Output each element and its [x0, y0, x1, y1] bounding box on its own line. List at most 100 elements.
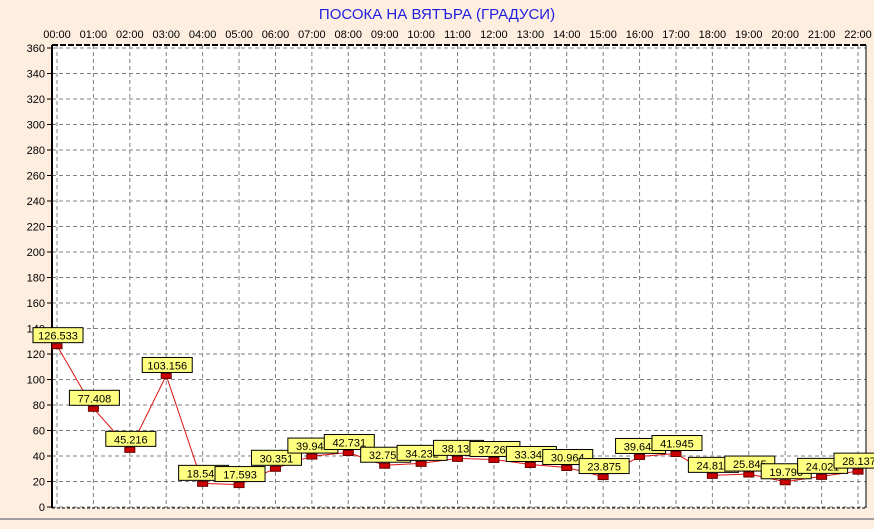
data-label: 42.731 [332, 438, 366, 450]
data-label: 19.795 [769, 467, 803, 479]
data-label-box [651, 435, 703, 452]
data-label-box [578, 458, 630, 475]
data-label-box [833, 452, 874, 469]
data-label: 41.945 [660, 439, 694, 451]
data-point [160, 372, 172, 379]
x-tick-label: 00:00 [43, 29, 71, 41]
x-tick-label: 03:00 [152, 29, 180, 41]
data-label: 39.646 [624, 441, 658, 453]
data-label: 38.138 [442, 443, 476, 455]
x-tick-label: 08:00 [335, 29, 363, 41]
x-tick-label: 02:00 [116, 29, 144, 41]
y-tick-label: 40 [33, 451, 45, 463]
y-tick-label: 100 [27, 375, 45, 387]
data-label: 32.757 [369, 450, 403, 462]
data-point [597, 474, 609, 481]
data-point [706, 472, 718, 479]
data-point [743, 471, 755, 478]
x-tick-label: 10:00 [407, 29, 435, 41]
x-tick-label: 21:00 [808, 29, 836, 41]
data-point [670, 451, 682, 458]
x-tick-label: 09:00 [371, 29, 399, 41]
data-point [306, 453, 318, 460]
data-label-box [214, 466, 266, 483]
data-label-box [141, 356, 193, 373]
data-label-box [32, 327, 84, 344]
y-tick-label: 360 [27, 43, 45, 55]
y-tick-label: 200 [27, 247, 45, 259]
data-label: 30.351 [260, 453, 294, 465]
data-point [779, 479, 791, 486]
x-tick-label: 14:00 [553, 29, 581, 41]
x-tick-label: 12:00 [480, 29, 508, 41]
data-label: 30.964 [551, 453, 585, 465]
data-point [87, 405, 99, 412]
data-label: 23.875 [587, 462, 621, 474]
data-label: 24.021 [806, 461, 840, 473]
data-label: 103.156 [147, 360, 187, 372]
data-point [852, 468, 864, 475]
x-tick-label: 17:00 [662, 29, 690, 41]
data-point [524, 461, 536, 468]
y-tick-label: 80 [33, 400, 45, 412]
x-tick-label: 06:00 [262, 29, 290, 41]
data-point [561, 465, 573, 472]
y-tick-label: 300 [27, 120, 45, 132]
x-tick-label: 11:00 [444, 29, 471, 41]
data-point [379, 462, 391, 469]
data-point [342, 450, 354, 457]
y-tick-label: 160 [27, 298, 45, 310]
data-label: 24.818 [697, 460, 731, 472]
x-tick-label: 07:00 [298, 29, 326, 41]
y-tick-label: 0 [39, 502, 45, 514]
data-point [233, 482, 245, 489]
y-tick-label: 320 [27, 94, 45, 106]
y-tick-label: 120 [27, 349, 45, 361]
y-tick-label: 240 [27, 196, 45, 208]
data-label: 37.269 [478, 444, 512, 456]
data-point [124, 446, 136, 453]
x-tick-label: 15:00 [589, 29, 617, 41]
data-label: 34.232 [405, 448, 439, 460]
data-point [634, 453, 646, 460]
data-label: 17.593 [223, 470, 257, 482]
data-point [452, 455, 464, 462]
data-point [51, 343, 63, 350]
chart-title: ПОСОКА НА ВЯТЪРА (ГРАДУСИ) [318, 6, 556, 23]
data-label: 25.845 [733, 459, 767, 471]
x-tick-label: 01:00 [80, 29, 108, 41]
data-point [269, 465, 281, 472]
x-tick-label: 19:00 [735, 29, 763, 41]
data-label-box [323, 434, 375, 451]
x-tick-label: 18:00 [699, 29, 727, 41]
data-point [816, 473, 828, 480]
x-tick-label: 22:00 [844, 29, 872, 41]
y-tick-label: 260 [27, 171, 45, 183]
x-tick-label: 16:00 [626, 29, 654, 41]
data-label: 39.944 [296, 441, 330, 453]
x-tick-label: 05:00 [225, 29, 253, 41]
y-tick-label: 180 [27, 273, 45, 285]
y-tick-label: 340 [27, 69, 45, 81]
data-label: 18.547 [187, 468, 221, 480]
data-label: 126.533 [38, 331, 78, 343]
y-tick-label: 220 [27, 222, 45, 234]
x-tick-label: 13:00 [517, 29, 545, 41]
data-label: 77.408 [78, 393, 112, 405]
data-label: 33.343 [515, 449, 549, 461]
data-label-box [68, 389, 120, 406]
data-point [488, 456, 500, 463]
x-tick-label: 20:00 [771, 29, 799, 41]
y-tick-label: 60 [33, 426, 45, 438]
data-label-box [250, 449, 302, 466]
data-point [415, 460, 427, 467]
plot-area [52, 45, 866, 508]
y-tick-label: 20 [33, 477, 45, 489]
data-point [197, 480, 209, 487]
y-tick-label: 280 [27, 145, 45, 157]
bottom-border [0, 518, 874, 520]
x-tick-label: 04:00 [189, 29, 217, 41]
data-label-box [105, 430, 157, 447]
data-label: 45.216 [114, 434, 148, 446]
